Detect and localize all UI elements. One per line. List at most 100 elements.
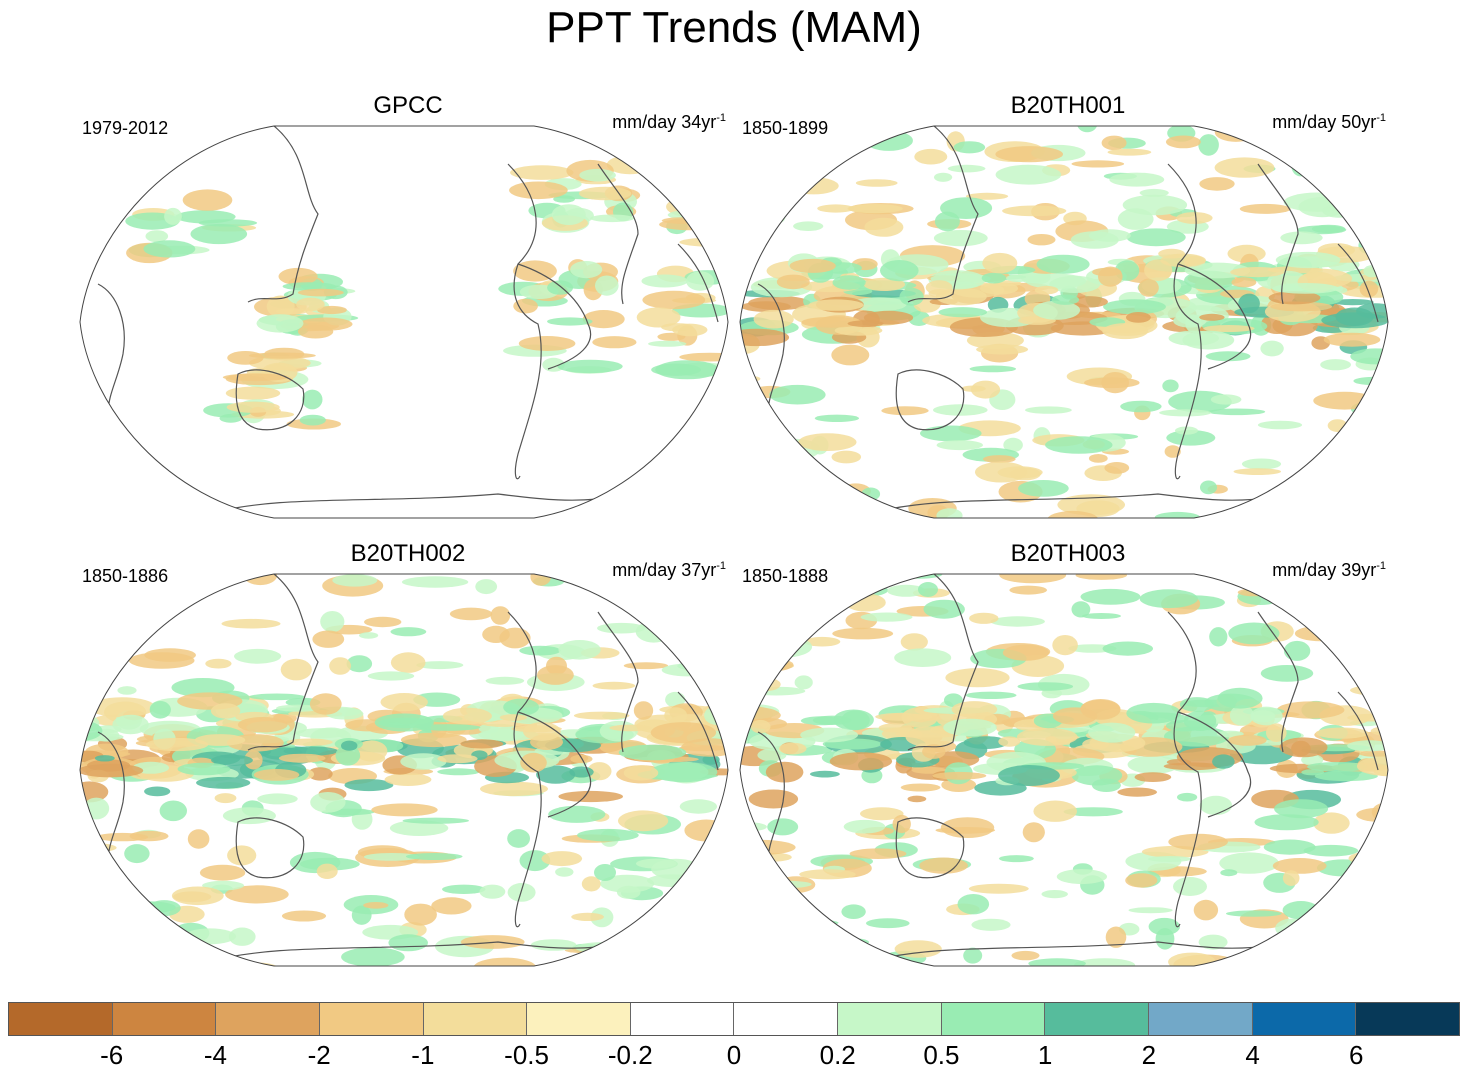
trend-patch (604, 579, 670, 587)
colorbar-tick-label: 0.2 (819, 1040, 856, 1070)
trend-patch (296, 297, 325, 312)
trend-patch (822, 937, 870, 947)
trend-patch (1300, 958, 1323, 965)
coastline (1337, 691, 1379, 771)
trend-patch (309, 693, 342, 715)
trend-patch (581, 876, 601, 892)
trend-patch (1231, 277, 1257, 288)
coastline (867, 493, 1279, 515)
trend-patch (83, 923, 121, 936)
trend-patch (895, 730, 962, 738)
trend-patch (281, 910, 327, 922)
trend-patch (1315, 727, 1369, 739)
trend-patch (664, 707, 688, 724)
trend-patch (595, 275, 619, 296)
trend-patch (762, 942, 802, 953)
trend-patch (1350, 684, 1388, 697)
trend-patch (1313, 391, 1376, 410)
trend-patch (346, 655, 373, 673)
trend-patch (128, 652, 195, 669)
trend-patch (829, 752, 893, 771)
trend-patch (1147, 856, 1192, 862)
trend-patch (499, 714, 528, 721)
colorbar-tick-label: 6 (1349, 1040, 1364, 1070)
trend-patch (1052, 707, 1098, 725)
trend-patch (1307, 762, 1368, 772)
trend-patch (1274, 799, 1329, 819)
trend-patch (1291, 155, 1311, 177)
trend-patch (1260, 340, 1284, 357)
colorbar-swatch (216, 1003, 320, 1035)
trend-patch (1272, 283, 1339, 294)
trend-patch (933, 230, 988, 247)
trend-patch (310, 792, 346, 813)
trend-patch (449, 607, 493, 621)
trend-map (79, 125, 729, 519)
trend-patch (205, 658, 232, 669)
trend-patch (800, 727, 858, 743)
trend-patch (1109, 172, 1165, 187)
trend-patch (919, 857, 968, 874)
trend-patch (1101, 372, 1129, 394)
trend-patch (1033, 800, 1077, 822)
trend-patch (480, 781, 548, 797)
trend-patch (1134, 772, 1172, 782)
trend-patch (442, 884, 486, 894)
trend-patch (316, 863, 338, 879)
trend-patch (887, 584, 926, 597)
trend-patch (825, 127, 848, 149)
trend-patch (990, 616, 1045, 627)
trend-patch (416, 661, 464, 670)
trend-patch (1028, 958, 1086, 966)
trend-patch (479, 884, 506, 899)
trend-patch (651, 858, 701, 880)
trend-patch (1102, 641, 1153, 656)
trend-patch (860, 612, 913, 622)
trend-patch (740, 601, 781, 617)
trend-patch (1305, 936, 1369, 949)
trend-patch (577, 828, 639, 842)
trend-patch (1027, 234, 1056, 246)
trend-patch (1331, 299, 1374, 306)
trend-patch (1199, 177, 1235, 191)
trend-patch (971, 918, 1011, 931)
trend-patch (623, 662, 669, 670)
trend-patch (1331, 897, 1358, 905)
trend-patch (748, 789, 799, 809)
coastline (1257, 163, 1299, 305)
trend-patch (750, 903, 785, 916)
trend-patch (1162, 379, 1179, 393)
units-label: mm/day 34yr-1 (612, 112, 726, 132)
coastline (235, 817, 305, 879)
trend-patch (590, 214, 635, 223)
trend-patch (1239, 130, 1263, 141)
coastline (597, 163, 639, 305)
trend-patch (963, 947, 983, 964)
map-frame (739, 573, 1389, 967)
trend-patch (380, 693, 428, 712)
trend-patch (1138, 278, 1159, 297)
trend-patch (922, 744, 946, 759)
trend-patch (1166, 430, 1216, 446)
trend-patch (754, 153, 818, 167)
trend-patch (803, 636, 841, 647)
trend-patch (659, 920, 688, 932)
trend-patch (1177, 792, 1198, 802)
period-label: 1979-2012 (82, 118, 169, 138)
trend-patch (1176, 212, 1213, 224)
trend-patch (579, 186, 632, 201)
trend-patch (1016, 727, 1078, 746)
trend-patch (696, 916, 728, 934)
trend-patch (283, 746, 338, 756)
trend-patch (226, 401, 280, 413)
trend-patch (1207, 408, 1266, 416)
trend-patch (227, 351, 264, 365)
colorbar-tick-label: -0.2 (607, 1040, 653, 1070)
trend-patch (633, 701, 654, 720)
trend-patch (1173, 877, 1207, 896)
trend-patch (1275, 251, 1341, 269)
panel-b20th001: B20TH001 1850-1899 mm/day 50yr-1 (738, 92, 1398, 522)
trend-patch (1314, 771, 1378, 782)
trend-patch (1283, 640, 1311, 661)
trend-patch (80, 763, 144, 778)
